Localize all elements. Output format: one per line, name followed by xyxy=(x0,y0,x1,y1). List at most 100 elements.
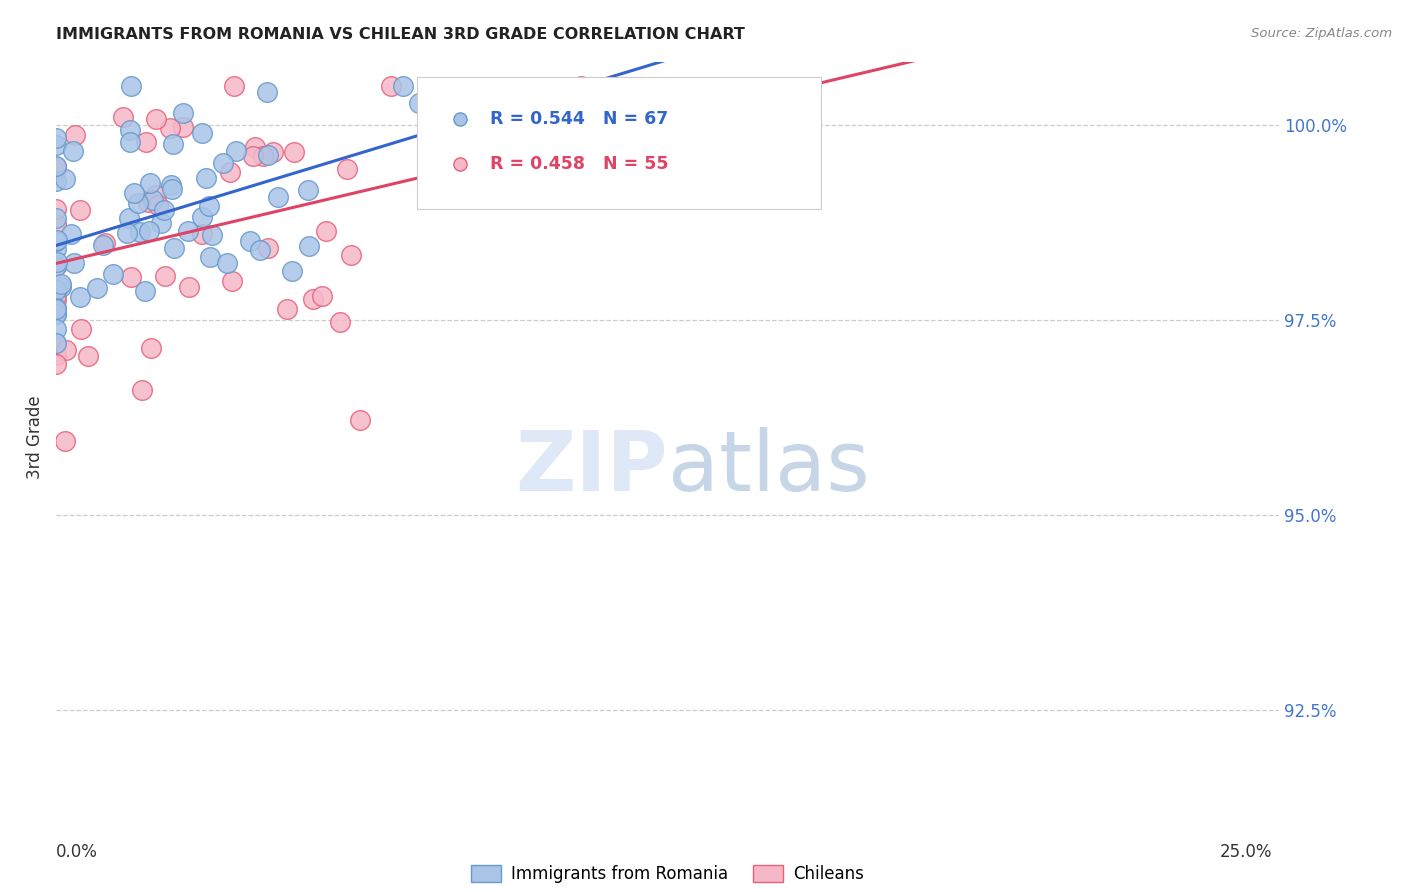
Point xyxy=(297,239,319,253)
Point xyxy=(45,307,67,321)
Point xyxy=(194,171,217,186)
Point xyxy=(408,96,430,111)
Point xyxy=(139,341,162,355)
Point xyxy=(45,293,67,308)
Point xyxy=(256,86,278,100)
Point xyxy=(45,174,67,188)
Point xyxy=(172,120,194,135)
Point xyxy=(49,280,72,294)
Point xyxy=(392,78,415,93)
Point xyxy=(120,270,142,285)
Point xyxy=(242,149,264,163)
Point xyxy=(340,248,363,262)
Point xyxy=(276,301,298,316)
Point xyxy=(115,226,138,240)
Point xyxy=(45,348,67,362)
Point xyxy=(69,290,91,304)
Point xyxy=(70,322,93,336)
Point xyxy=(139,176,162,190)
Point xyxy=(249,243,271,257)
Point xyxy=(239,234,262,248)
Point xyxy=(177,280,200,294)
Point xyxy=(53,434,76,448)
Point xyxy=(94,235,117,250)
Point xyxy=(138,224,160,238)
Point xyxy=(45,301,67,315)
Point xyxy=(211,155,233,169)
Point xyxy=(122,186,145,200)
Point xyxy=(148,198,170,212)
Point xyxy=(120,136,142,150)
Point xyxy=(198,250,221,264)
Point xyxy=(191,210,214,224)
Point xyxy=(45,211,67,225)
Point xyxy=(257,148,280,162)
Point xyxy=(172,106,194,120)
Point xyxy=(315,223,337,237)
Point xyxy=(177,224,200,238)
Point xyxy=(91,238,114,252)
Text: 0.0%: 0.0% xyxy=(56,843,98,861)
Point xyxy=(484,122,506,136)
Point xyxy=(53,172,76,186)
Point xyxy=(267,190,290,204)
Point xyxy=(120,78,142,93)
Point xyxy=(127,195,149,210)
Point xyxy=(45,137,67,152)
Point xyxy=(245,140,267,154)
Point xyxy=(103,267,125,281)
Point xyxy=(45,307,67,321)
Point xyxy=(45,243,67,257)
Point xyxy=(252,149,274,163)
Point xyxy=(45,160,67,174)
Y-axis label: 3rd Grade: 3rd Grade xyxy=(27,395,45,479)
Point xyxy=(222,78,245,93)
Point xyxy=(336,161,359,176)
Text: R = 0.458   N = 55: R = 0.458 N = 55 xyxy=(491,154,669,172)
Point xyxy=(45,162,67,177)
Point xyxy=(63,256,86,270)
Point xyxy=(45,160,67,174)
Point xyxy=(198,199,221,213)
Point xyxy=(62,145,84,159)
Point xyxy=(45,289,67,303)
Point xyxy=(51,277,73,291)
Point xyxy=(131,383,153,397)
Point xyxy=(45,217,67,231)
Point xyxy=(153,203,176,218)
FancyBboxPatch shape xyxy=(418,78,821,209)
Point xyxy=(45,357,67,371)
Point xyxy=(45,202,67,216)
Point xyxy=(311,289,333,303)
Point xyxy=(380,78,402,93)
Point xyxy=(77,349,100,363)
Point xyxy=(191,126,214,140)
Point xyxy=(569,78,592,93)
Point xyxy=(201,228,224,243)
Point xyxy=(142,193,165,207)
Point xyxy=(153,269,176,284)
Point xyxy=(159,120,181,135)
Point xyxy=(283,145,305,160)
Point xyxy=(136,194,159,209)
Point xyxy=(63,128,86,143)
Point xyxy=(281,264,304,278)
Point xyxy=(45,234,67,248)
Text: atlas: atlas xyxy=(668,426,869,508)
Point xyxy=(225,144,247,158)
Point xyxy=(118,211,141,225)
Point xyxy=(218,165,240,179)
Point xyxy=(69,203,91,218)
Point xyxy=(45,336,67,351)
Point xyxy=(221,274,243,288)
Point xyxy=(150,216,173,230)
Text: IMMIGRANTS FROM ROMANIA VS CHILEAN 3RD GRADE CORRELATION CHART: IMMIGRANTS FROM ROMANIA VS CHILEAN 3RD G… xyxy=(56,27,745,42)
Point xyxy=(217,256,239,270)
Point xyxy=(501,84,523,98)
Point xyxy=(46,233,69,247)
Point xyxy=(128,226,150,240)
Point xyxy=(160,182,183,196)
Point xyxy=(329,315,352,329)
Point xyxy=(257,241,280,255)
Text: ZIP: ZIP xyxy=(516,426,668,508)
